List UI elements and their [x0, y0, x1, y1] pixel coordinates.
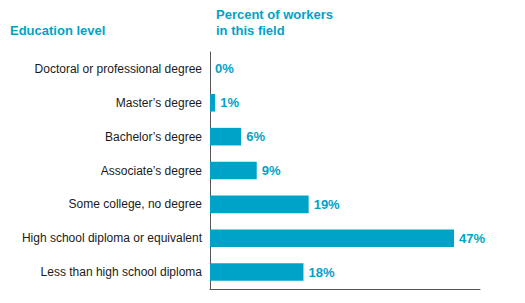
svg-text:Associate’s degree: Associate’s degree — [101, 164, 203, 178]
svg-text:Bachelor’s degree: Bachelor’s degree — [105, 130, 202, 144]
svg-text:Less than high school diploma: Less than high school diploma — [41, 265, 203, 279]
svg-text:Master’s degree: Master’s degree — [116, 96, 203, 110]
svg-text:18%: 18% — [308, 265, 334, 280]
svg-text:6%: 6% — [246, 129, 265, 144]
svg-text:0%: 0% — [215, 61, 234, 76]
svg-text:47%: 47% — [459, 231, 485, 246]
svg-text:1%: 1% — [220, 95, 239, 110]
svg-text:Percent of workers: Percent of workers — [216, 7, 333, 22]
svg-text:Education level: Education level — [10, 23, 105, 38]
svg-text:Some college, no degree: Some college, no degree — [69, 197, 203, 211]
svg-text:9%: 9% — [262, 163, 281, 178]
svg-text:Doctoral or professional degre: Doctoral or professional degree — [35, 62, 203, 76]
svg-text:19%: 19% — [314, 197, 340, 212]
svg-text:High school diploma or equival: High school diploma or equivalent — [22, 231, 203, 245]
svg-text:in this field: in this field — [216, 23, 285, 38]
